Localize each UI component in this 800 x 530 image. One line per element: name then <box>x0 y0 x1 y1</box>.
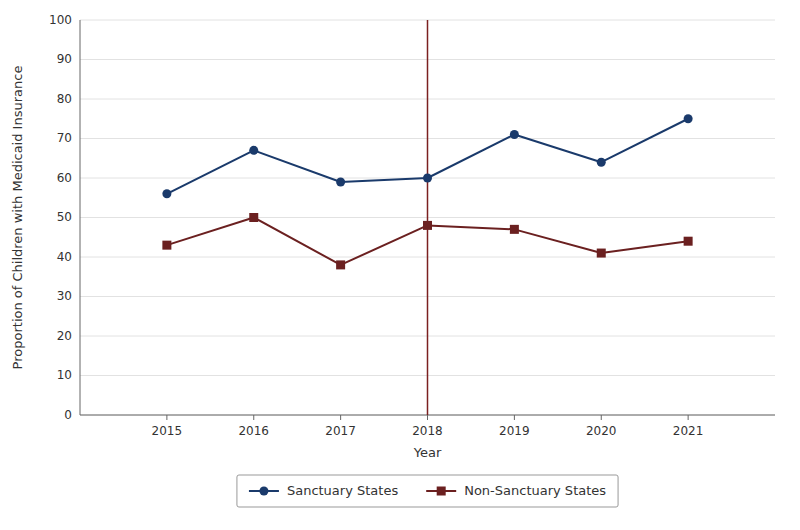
chart: 0102030405060708090100201520162017201820… <box>0 0 800 530</box>
data-point <box>597 249 606 258</box>
x-tick-mark <box>601 415 602 420</box>
legend-item: Sanctuary States <box>249 483 398 498</box>
data-point <box>597 158 606 167</box>
legend-label: Sanctuary States <box>287 483 398 498</box>
x-tick-label: 2020 <box>586 424 617 438</box>
y-axis-label: Proportion of Children with Medicaid Ins… <box>10 66 25 370</box>
x-tick-label: 2016 <box>238 424 269 438</box>
x-tick-label: 2015 <box>152 424 183 438</box>
series <box>162 114 692 198</box>
legend-label: Non-Sanctuary States <box>464 483 606 498</box>
y-tick-label: 0 <box>64 408 72 422</box>
plot-area <box>162 20 692 415</box>
series-line <box>167 119 688 194</box>
data-point <box>423 221 432 230</box>
series <box>162 213 692 269</box>
data-point <box>336 260 345 269</box>
x-tick-label: 2021 <box>673 424 704 438</box>
x-tick-mark <box>166 415 167 420</box>
y-tick-label: 90 <box>57 52 72 66</box>
data-point <box>684 237 693 246</box>
data-point <box>162 241 171 250</box>
x-axis-label: Year <box>413 445 442 460</box>
x-tick-label: 2019 <box>499 424 530 438</box>
reference-line <box>427 20 429 415</box>
data-point <box>336 177 345 186</box>
x-tick-label: 2018 <box>412 424 443 438</box>
y-tick-label: 10 <box>57 368 72 382</box>
x-tick-mark <box>688 415 689 420</box>
y-tick-label: 80 <box>57 92 72 106</box>
legend-item: Non-Sanctuary States <box>426 483 606 498</box>
y-tick-label: 60 <box>57 171 72 185</box>
data-point <box>162 189 171 198</box>
legend-swatch-marker <box>259 487 268 496</box>
legend: Sanctuary States Non-Sanctuary States <box>237 475 618 507</box>
data-point <box>249 213 258 222</box>
x-tick-mark <box>427 415 428 420</box>
data-point <box>249 146 258 155</box>
y-tick-label: 50 <box>57 210 72 224</box>
x-tick-mark <box>340 415 341 420</box>
y-tick-label: 20 <box>57 329 72 343</box>
data-point <box>510 225 519 234</box>
data-point <box>510 130 519 139</box>
x-tick-mark <box>514 415 515 420</box>
y-tick-label: 30 <box>57 289 72 303</box>
legend-swatch-marker <box>437 487 446 496</box>
y-ticks: 0 10 20 30 40 50 60 70 80 90 100 <box>49 13 72 422</box>
x-tick-mark <box>253 415 254 420</box>
x-ticks: 2015 2016 2017 2018 2019 2020 2021 <box>152 415 704 438</box>
y-tick-label: 40 <box>57 250 72 264</box>
y-grid <box>80 20 775 415</box>
data-point <box>684 114 693 123</box>
y-axis-line <box>80 20 81 415</box>
y-tick-label: 70 <box>57 131 72 145</box>
y-tick-label: 100 <box>49 13 72 27</box>
data-point <box>423 174 432 183</box>
x-tick-label: 2017 <box>325 424 356 438</box>
series-line <box>167 218 688 265</box>
legend-box <box>237 475 618 507</box>
